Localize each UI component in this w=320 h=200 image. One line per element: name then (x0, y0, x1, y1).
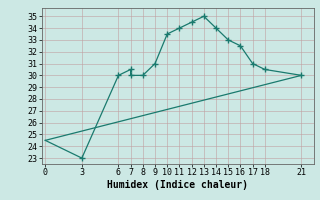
X-axis label: Humidex (Indice chaleur): Humidex (Indice chaleur) (107, 180, 248, 190)
